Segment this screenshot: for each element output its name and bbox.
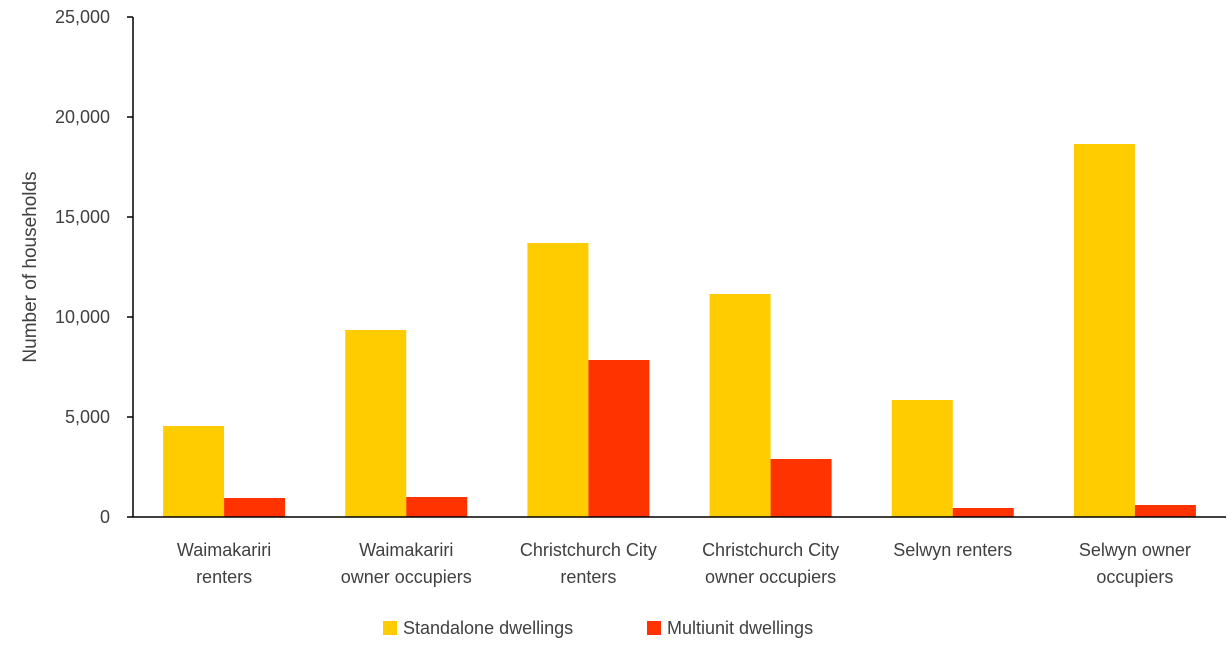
bar-multiunit [952,508,1014,517]
bars [163,144,1196,517]
x-category-label: Selwyn renters [893,540,1012,560]
x-category-label-line: owner occupiers [341,567,472,587]
x-category-label: Christchurch City renters [520,540,657,587]
x-category-label-line: occupiers [1096,567,1173,587]
legend-label: Standalone dwellings [403,618,573,638]
bar-standalone [345,330,407,517]
x-category-label: Selwyn owner occupiers [1079,540,1191,587]
bar-standalone [891,400,953,517]
legend-swatch [383,621,397,635]
x-category-label-line: Waimakariri [177,540,271,560]
legend: Standalone dwellings Multiunit dwellings [383,618,813,638]
y-tick-label: 5,000 [65,407,110,427]
bar-multiunit [406,497,468,517]
x-category-label-line: Christchurch City [520,540,657,560]
bar-multiunit [224,498,286,517]
bar-multiunit [588,360,650,517]
x-category-label-line: Selwyn renters [893,540,1012,560]
x-category-label-line: owner occupiers [705,567,836,587]
y-tick-label: 0 [100,507,110,527]
legend-label: Multiunit dwellings [667,618,813,638]
bar-standalone [1073,144,1135,517]
x-category-label: Waimakariri renters [177,540,271,587]
y-tick-label: 25,000 [55,7,110,27]
x-category-label: Christchurch City owner occupiers [702,540,839,587]
x-category-label-line: renters [560,567,616,587]
x-category-label: Waimakariri owner occupiers [341,540,472,587]
bar-standalone [527,243,589,517]
legend-swatch [647,621,661,635]
y-tick-label: 10,000 [55,307,110,327]
bar-standalone [709,294,771,517]
bar-multiunit [770,459,832,517]
x-category-label-line: renters [196,567,252,587]
x-category-label-line: Selwyn owner [1079,540,1191,560]
y-tick-label: 15,000 [55,207,110,227]
y-axis-title: Number of households [20,171,41,362]
x-category-label-line: Waimakariri [359,540,453,560]
bar-multiunit [1134,505,1196,517]
bar-standalone [163,426,225,517]
y-axis-ticks: 0 5,000 10,000 15,000 20,000 25,000 [55,7,133,527]
x-axis-labels: Waimakariri renters Waimakariri owner occup… [177,540,1191,587]
x-category-label-line: Christchurch City [702,540,839,560]
y-tick-label: 20,000 [55,107,110,127]
